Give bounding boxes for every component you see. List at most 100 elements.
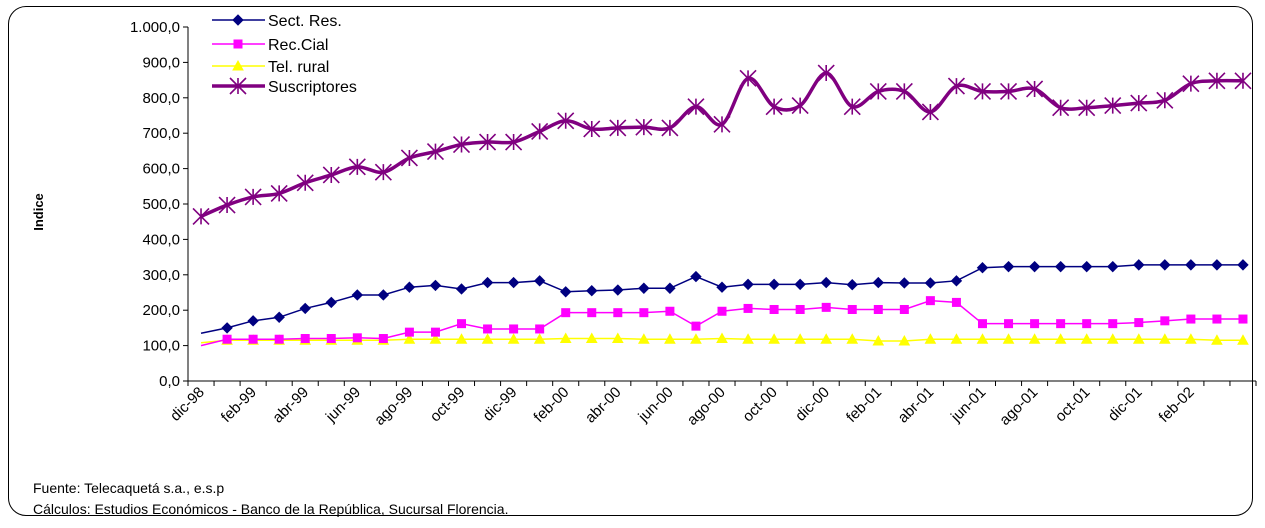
square-marker bbox=[352, 333, 362, 343]
asterisk-marker bbox=[244, 188, 262, 206]
asterisk-marker bbox=[400, 149, 418, 167]
diamond-marker bbox=[1028, 260, 1041, 273]
asterisk-marker bbox=[557, 112, 575, 130]
series-line bbox=[200, 71, 1243, 218]
triangle-marker bbox=[1080, 333, 1093, 344]
diamond-marker bbox=[846, 279, 858, 291]
diamond-marker bbox=[1054, 260, 1067, 273]
asterisk-marker bbox=[229, 77, 247, 95]
x-tick-label: dic-00 bbox=[792, 384, 833, 425]
x-tick-label: ago-01 bbox=[996, 384, 1041, 429]
square-marker bbox=[233, 39, 243, 49]
square-marker bbox=[1160, 316, 1170, 326]
x-tick-label: ago-99 bbox=[371, 384, 416, 429]
square-marker bbox=[378, 334, 388, 344]
y-tick-label: 0,0 bbox=[159, 373, 180, 390]
triangle-marker bbox=[455, 333, 468, 344]
triangle-marker bbox=[820, 333, 833, 344]
series-rec-cial bbox=[200, 296, 1248, 347]
x-tick-label: oct-01 bbox=[1052, 384, 1094, 426]
square-marker bbox=[274, 334, 284, 344]
triangle-marker bbox=[1106, 333, 1119, 344]
square-marker bbox=[717, 306, 727, 316]
diamond-marker bbox=[1237, 259, 1249, 271]
asterisk-marker bbox=[973, 82, 992, 100]
triangle-marker bbox=[1028, 333, 1041, 344]
square-marker bbox=[509, 324, 519, 334]
square-marker bbox=[587, 308, 597, 318]
diamond-marker bbox=[325, 296, 337, 309]
square-marker bbox=[899, 304, 909, 314]
x-tick-label: feb-01 bbox=[843, 384, 885, 426]
x-tick-label: abr-99 bbox=[269, 384, 312, 427]
diamond-marker bbox=[690, 270, 702, 283]
asterisk-marker bbox=[583, 120, 601, 138]
diamond-marker bbox=[794, 278, 806, 291]
asterisk-marker bbox=[218, 196, 236, 214]
asterisk-marker bbox=[921, 103, 939, 121]
diamond-marker bbox=[820, 276, 832, 289]
diamond-marker bbox=[1107, 260, 1119, 273]
square-marker bbox=[691, 321, 701, 331]
square-marker bbox=[873, 304, 883, 314]
asterisk-marker bbox=[895, 82, 913, 100]
diamond-marker bbox=[612, 284, 624, 296]
diamond-marker bbox=[403, 281, 416, 293]
asterisk-marker bbox=[609, 119, 627, 137]
asterisk-marker bbox=[947, 77, 966, 95]
diamond-marker bbox=[742, 278, 754, 291]
diamond-marker bbox=[377, 289, 390, 301]
square-marker bbox=[1056, 319, 1066, 329]
asterisk-marker bbox=[452, 135, 471, 154]
x-tick-label: jun-01 bbox=[947, 384, 989, 426]
x-tick-label: jun-00 bbox=[635, 384, 677, 426]
diamond-marker bbox=[481, 276, 494, 289]
triangle-marker bbox=[664, 333, 676, 344]
legend-label: Suscriptores bbox=[268, 79, 357, 96]
legend: Sect. Res. Rec.Cial Tel. rural Suscriptores bbox=[212, 13, 357, 96]
square-marker bbox=[847, 304, 857, 314]
legend-label: Tel. rural bbox=[268, 59, 329, 76]
y-tick-label: 500,0 bbox=[142, 196, 180, 213]
triangle-marker bbox=[1185, 333, 1197, 344]
asterisk-marker bbox=[270, 184, 288, 202]
square-marker bbox=[1238, 314, 1248, 324]
triangle-marker bbox=[559, 332, 572, 344]
asterisk-marker bbox=[687, 98, 705, 116]
square-marker bbox=[1030, 319, 1040, 329]
triangle-marker bbox=[768, 333, 780, 344]
diamond-marker bbox=[716, 281, 728, 293]
square-marker bbox=[561, 308, 571, 318]
triangle-marker bbox=[794, 333, 806, 344]
asterisk-marker bbox=[713, 115, 731, 133]
x-tick-label: feb-99 bbox=[218, 384, 260, 426]
y-tick-label: 100,0 bbox=[142, 338, 180, 355]
diamond-marker bbox=[232, 14, 244, 26]
square-marker bbox=[639, 308, 649, 318]
asterisk-marker bbox=[322, 166, 340, 184]
asterisk-marker bbox=[192, 207, 210, 225]
square-marker bbox=[977, 319, 987, 329]
x-tick-label: ago-00 bbox=[684, 384, 729, 429]
asterisk-marker bbox=[374, 163, 392, 181]
asterisk-marker bbox=[505, 133, 523, 151]
triangle-marker bbox=[429, 333, 442, 344]
asterisk-marker bbox=[426, 143, 445, 161]
square-marker bbox=[925, 296, 935, 306]
source-note: Fuente: Telecaquetá s.a., e.s.p bbox=[33, 480, 225, 496]
asterisk-marker bbox=[635, 118, 653, 136]
diamond-marker bbox=[455, 283, 468, 295]
triangle-marker bbox=[1054, 333, 1067, 344]
asterisk-marker bbox=[1156, 91, 1174, 109]
x-tick-label: oct-00 bbox=[739, 384, 781, 426]
diamond-marker bbox=[976, 262, 989, 274]
x-tick-label: feb-02 bbox=[1156, 384, 1198, 426]
chart-frame bbox=[8, 6, 1253, 516]
square-marker bbox=[821, 302, 831, 312]
diamond-marker bbox=[924, 277, 937, 289]
diamond-marker bbox=[872, 276, 884, 289]
y-axis-label: Indice bbox=[31, 193, 46, 231]
triangle-marker bbox=[232, 59, 244, 71]
y-tick-label: 600,0 bbox=[142, 161, 180, 178]
